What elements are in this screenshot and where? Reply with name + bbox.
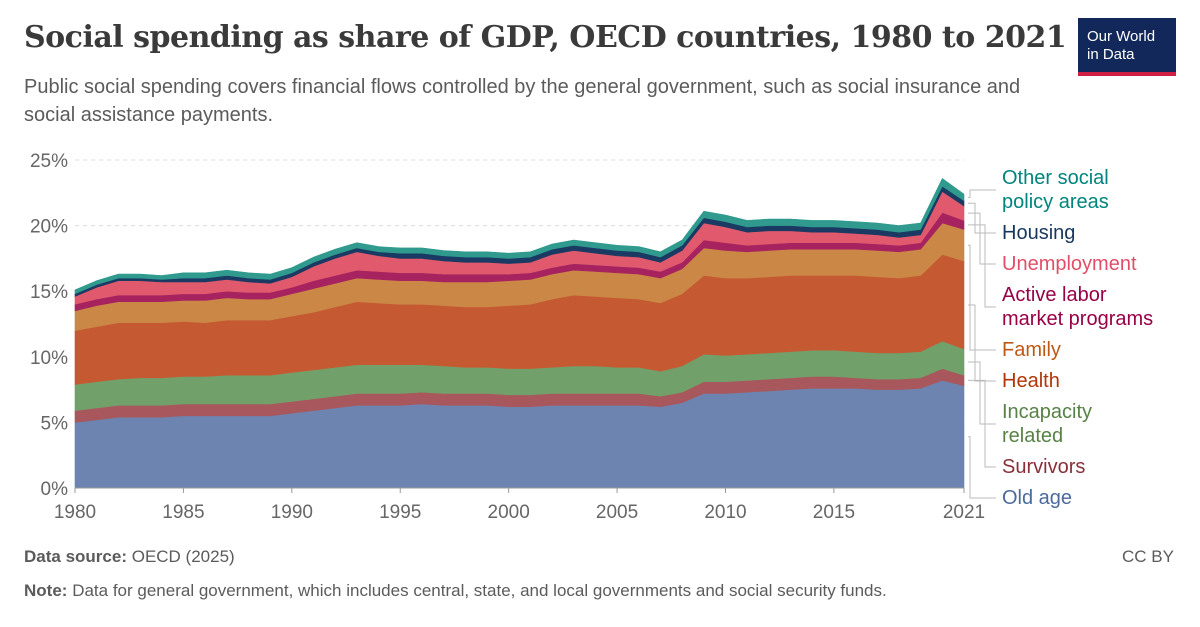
area-series (74, 177, 965, 489)
legend-label-line: policy areas (1002, 191, 1109, 213)
area-other-social-policy-areas[interactable] (74, 177, 965, 295)
legend-label-line: Unemployment (1002, 253, 1137, 275)
source-line: Data source: OECD (2025) (24, 547, 235, 567)
legend-label-line: Survivors (1002, 456, 1085, 478)
x-tick-label: 2000 (488, 502, 530, 523)
legend-item-old-age[interactable]: Old age (968, 436, 1072, 509)
x-tick-label: 1980 (54, 502, 96, 523)
legend-label-line: Active labor (1002, 284, 1107, 306)
legend-label: Survivors (1002, 456, 1085, 478)
legend-label-line: Old age (1002, 487, 1072, 509)
legend-label: Other social policy areas (1002, 167, 1109, 213)
legend-connector (968, 379, 996, 468)
logo-line-1: Our World (1087, 28, 1156, 45)
legend-item-unemployment[interactable]: Unemployment (968, 212, 1137, 275)
legend-label-line: market programs (1002, 308, 1153, 330)
legend-label: Active labor market programs (1002, 284, 1153, 330)
legend-connector (968, 244, 996, 351)
legend-label: Unemployment (1002, 253, 1137, 275)
legend-label-line: Other social (1002, 167, 1109, 189)
legend-label-line: Family (1002, 339, 1061, 361)
legend-connector (968, 202, 996, 234)
y-tick-label: 25% (30, 151, 68, 172)
x-tick-label: 1985 (162, 502, 204, 523)
legend-label: Family (1002, 339, 1061, 361)
legend-connector (968, 361, 996, 425)
legend-item-other-social-policy-areas[interactable]: Other social policy areas (968, 167, 1109, 213)
legend-label-line: related (1002, 425, 1063, 447)
x-tick-label: 2021 (943, 502, 985, 523)
legend-item-survivors[interactable]: Survivors (968, 379, 1085, 478)
y-tick-label: 10% (30, 348, 68, 369)
legend-label: Housing (1002, 222, 1075, 244)
note-label: Note: (24, 581, 68, 600)
legend-connector (968, 304, 996, 382)
source-label: Data source: (24, 547, 127, 566)
legend-label-line: Health (1002, 370, 1060, 392)
legend-label: Health (1002, 370, 1060, 392)
legend-label-line: Housing (1002, 222, 1075, 244)
note-line: Note: Data for general government, which… (24, 581, 887, 601)
legend-label: Old age (1002, 487, 1072, 509)
note-text: Data for general government, which inclu… (72, 581, 887, 600)
legend-item-active-labor-market-programs[interactable]: Active labor market programs (968, 224, 1153, 330)
y-tick-label: 20% (30, 217, 68, 238)
legend-connector (968, 189, 996, 198)
y-tick-label: 5% (41, 413, 69, 434)
x-tick-label: 2010 (704, 502, 746, 523)
owid-logo[interactable]: Our World in Data (1078, 18, 1176, 76)
source-text[interactable]: OECD (2025) (131, 547, 235, 566)
legend-connector (968, 224, 996, 308)
x-tick-label: 1995 (379, 502, 421, 523)
legend-item-incapacity-related[interactable]: Incapacity related (968, 361, 1092, 447)
x-tick-label: 2005 (596, 502, 638, 523)
legend-label-line: Incapacity (1002, 401, 1092, 423)
y-tick-label: 15% (30, 282, 68, 303)
x-tick-label: 1990 (271, 502, 313, 523)
logo-line-2: in Data (1087, 46, 1135, 63)
x-tick-label: 2015 (813, 502, 855, 523)
license-link[interactable]: CC BY (1122, 547, 1174, 566)
legend-label: Incapacity related (1002, 401, 1092, 447)
stacked-area-chart[interactable]: 0% 5% 10% 15% 20% 25% 1980 1985 1990 1995 2000 2005… (0, 140, 1200, 540)
legend-connector (968, 212, 996, 265)
axes: 0% 5% 10% 15% 20% 25% 1980 1985 1990 1995 2000 2005… (30, 151, 985, 523)
chart-title: Social spending as share of GDP, OECD co… (24, 20, 1067, 55)
y-tick-label: 0% (41, 479, 69, 500)
chart-subtitle: Public social spending covers financial … (24, 76, 1021, 126)
legend-connector (968, 436, 996, 499)
legend-item-family[interactable]: Family (968, 244, 1061, 361)
legend: Other social policy areas Housing Unemploym… (968, 167, 1153, 509)
